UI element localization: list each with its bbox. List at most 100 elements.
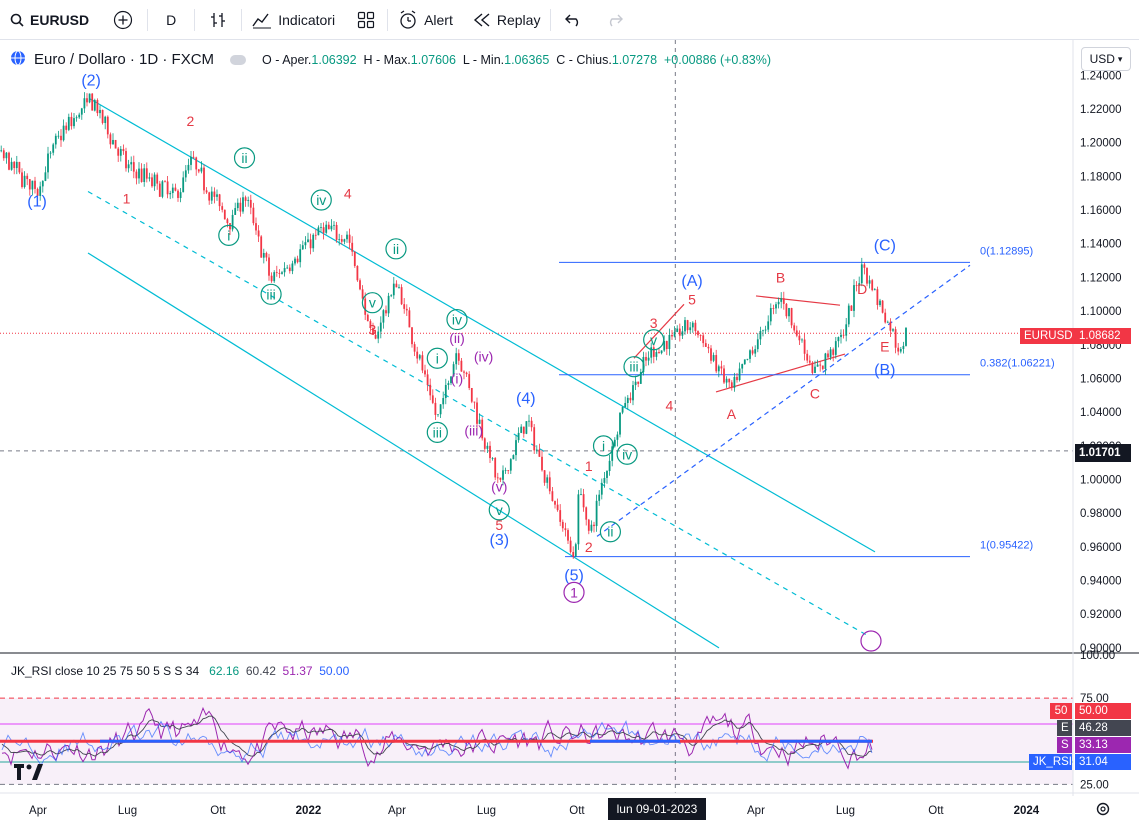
wave-label: B — [776, 269, 785, 285]
price-tick-label: 1.18000 — [1080, 171, 1122, 183]
price-axis[interactable]: 1.22000 1.20000 1.18000 1.16000 1.14000 1.120… — [1072, 40, 1122, 796]
candle-body — [52, 144, 55, 153]
candle-body — [255, 223, 257, 231]
candle-body — [551, 491, 554, 502]
undo-button[interactable] — [551, 0, 597, 40]
candle-body — [424, 370, 426, 375]
candle-body — [455, 353, 458, 365]
candle-body — [530, 420, 533, 428]
time-tick-label: Lug — [836, 805, 855, 817]
candle-body — [312, 234, 315, 249]
candle-body — [881, 300, 884, 313]
candle-body — [374, 334, 377, 339]
compare-button[interactable] — [99, 0, 147, 40]
candle-body — [62, 125, 65, 141]
candle-body — [637, 381, 640, 384]
price-tick-label: 0.90000 — [1080, 643, 1122, 655]
candle-body — [541, 456, 543, 471]
alert-button[interactable]: Alert — [388, 0, 463, 40]
candle-body — [265, 252, 268, 258]
wave-label: (iv) — [474, 349, 493, 365]
candle-body — [286, 267, 289, 269]
candle-body — [756, 339, 759, 350]
indicators-button[interactable]: Indicatori — [242, 0, 345, 40]
candle-body — [153, 174, 156, 187]
candle-body — [889, 321, 892, 331]
currency-selector[interactable]: USD ▾ — [1081, 47, 1131, 71]
wave-label: A — [727, 406, 737, 422]
candle-body — [866, 267, 868, 284]
wave-label: (4) — [516, 391, 536, 408]
wave-circle — [218, 224, 240, 246]
candle-body — [868, 280, 871, 284]
candle-body — [632, 385, 634, 401]
candle-body — [452, 364, 455, 377]
candle-body — [504, 470, 507, 471]
candle-body — [837, 337, 840, 342]
alert-icon — [398, 9, 418, 30]
redo-button[interactable] — [597, 0, 631, 40]
price-tick-label: 0.94000 — [1080, 576, 1122, 588]
candle-body — [741, 364, 744, 369]
candle-body — [343, 239, 346, 242]
candle-body — [411, 327, 413, 345]
candle-body — [161, 181, 164, 197]
candle-body — [457, 353, 460, 361]
candle-body — [886, 321, 889, 323]
wave-label: ii — [607, 524, 613, 540]
candle-body — [481, 419, 484, 439]
chart-canvas[interactable]: 100.00 75.00 25.00 0(1.12895) 0.382(1.06221… — [0, 40, 1139, 836]
candle-body — [483, 438, 486, 449]
rsi-tick-label: 75.00 — [1080, 693, 1109, 705]
wave-label: 1 — [123, 190, 131, 206]
candle-body — [356, 265, 359, 281]
chart-legend: Euro / Dollaro · 1D · FXCM O - Aper.1.06… — [10, 50, 771, 69]
symbol-search-button[interactable]: EURUSD — [0, 0, 99, 40]
candle-body — [902, 345, 905, 350]
candle-body — [379, 322, 382, 332]
candle-body — [764, 329, 767, 331]
chart-style-button[interactable] — [195, 0, 241, 40]
candle-body — [574, 544, 577, 557]
candle-body — [408, 310, 411, 328]
wave-label: 5 — [495, 517, 503, 533]
wave-label: i — [602, 438, 605, 454]
candle-body — [691, 322, 694, 328]
candle-body — [47, 153, 49, 173]
candle-body — [790, 308, 793, 326]
wave-circle — [385, 238, 407, 260]
candle-body — [132, 162, 135, 172]
gear-icon[interactable] — [1094, 800, 1112, 823]
candle-body — [216, 194, 218, 197]
wave-label: 2 — [585, 539, 593, 555]
candle-body — [31, 180, 34, 190]
candle-body — [314, 234, 317, 236]
time-axis[interactable]: Apr Lug Ott 2022 Apr Lug Ott Apr Lug Ott 2024 — [0, 792, 1139, 817]
candle-body — [273, 272, 276, 282]
candle-body — [434, 402, 437, 415]
candle-body — [26, 175, 29, 180]
interval-button[interactable]: D — [148, 0, 194, 40]
candle-body — [221, 206, 224, 210]
candle-body — [460, 360, 463, 372]
candle-body — [554, 501, 556, 505]
candle-body — [730, 382, 733, 388]
candle-body — [184, 170, 187, 178]
rsi-tag-s-value: 33.13 — [1075, 737, 1131, 753]
candle-body — [260, 236, 263, 258]
rsi-value-4: 50.00 — [319, 664, 350, 678]
layout-button[interactable] — [345, 0, 387, 40]
toggle-visibility-icon[interactable] — [230, 54, 247, 65]
wave-circle — [616, 443, 638, 465]
candle-body — [299, 249, 302, 263]
wave-label: (ii) — [449, 330, 465, 346]
candle-body — [351, 242, 354, 252]
wave-label: (B) — [874, 362, 895, 379]
candle-body — [546, 477, 549, 483]
wave-label: v — [369, 295, 376, 311]
candle-body — [491, 458, 494, 459]
replay-button[interactable]: Replay — [463, 0, 551, 40]
candle-body — [117, 148, 120, 156]
candle-body — [171, 187, 174, 194]
wave-label: 4 — [666, 397, 674, 413]
